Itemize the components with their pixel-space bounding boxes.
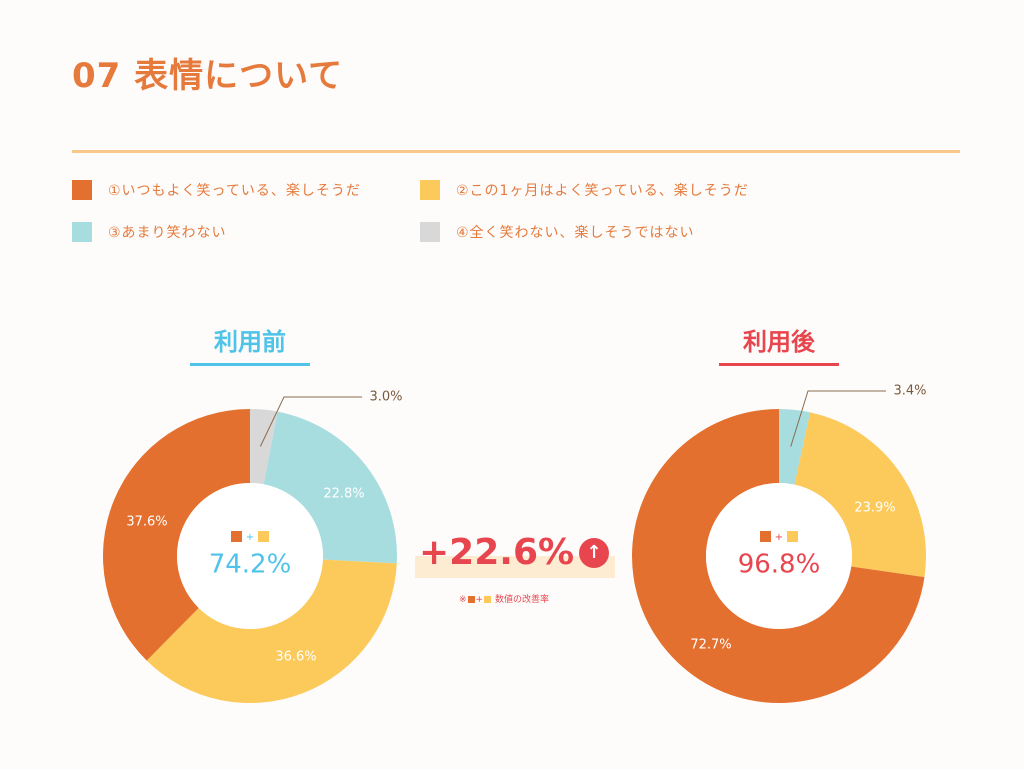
chart-title-text: 利用後 <box>743 328 815 356</box>
improvement-callout: +22.6% ↑ <box>415 532 615 580</box>
center-swatch-orange <box>231 531 242 542</box>
legend-item-4: ④全く笑わない、楽しそうではない <box>420 222 695 242</box>
donut-slice <box>263 411 397 564</box>
donut-slice <box>794 412 927 578</box>
callout-leader-line <box>259 396 362 447</box>
arrow-up-icon: ↑ <box>579 538 609 568</box>
center-swatch-yellow <box>258 531 269 542</box>
note-prefix: ※ <box>459 595 467 605</box>
donut-hole <box>706 483 852 629</box>
donut-before: 37.6% 36.6% 22.8% 3.0% +74.2% <box>102 390 403 704</box>
slice-value-label: 22.8% <box>323 487 364 502</box>
chart-title-text: 利用前 <box>214 328 286 356</box>
improvement-note: ※ + 数値の改善率 <box>459 592 549 605</box>
chart-title-underline <box>190 363 310 366</box>
improvement-value: +22.6% <box>419 532 575 573</box>
note-text: 数値の改善率 <box>494 595 549 605</box>
callout-leader-line <box>790 390 886 447</box>
legend-swatch-cyan <box>72 222 92 242</box>
center-swatch-orange <box>760 531 771 542</box>
donut-after: 72.7% 23.9% 3.4% +96.8% <box>632 384 927 703</box>
title-divider <box>72 150 960 153</box>
legend-item-1: ①いつもよく笑っている、楽しそうだ <box>72 180 361 200</box>
highlight-band <box>415 556 615 578</box>
legend-label: ④全く笑わない、楽しそうではない <box>456 225 695 241</box>
donut-hole <box>177 483 323 629</box>
legend-swatch-orange <box>72 180 92 200</box>
callout-value-label: 3.0% <box>369 390 402 405</box>
donut-slice <box>779 409 811 485</box>
donut-slice <box>102 409 250 661</box>
center-value: 74.2% <box>209 550 292 580</box>
chart-title-after: 利用後 <box>719 322 839 366</box>
slice-value-label: 23.9% <box>854 501 895 516</box>
chart-title-underline <box>719 363 839 366</box>
slice-value-label: 72.7% <box>690 638 731 653</box>
center-plus: + <box>775 532 783 543</box>
legend-item-3: ③あまり笑わない <box>72 222 227 242</box>
callout-value-label: 3.4% <box>893 384 926 399</box>
donut-slice <box>146 559 397 704</box>
note-plus: + <box>475 595 484 605</box>
center-plus: + <box>246 532 254 543</box>
center-value: 96.8% <box>738 550 821 580</box>
legend-swatch-gray <box>420 222 440 242</box>
legend-label: ①いつもよく笑っている、楽しそうだ <box>108 183 361 199</box>
slice-value-label: 36.6% <box>275 650 316 665</box>
note-swatch-yellow <box>484 596 492 603</box>
donut-slice <box>632 409 925 703</box>
legend-label: ②この1ヶ月はよく笑っている、楽しそうだ <box>456 183 749 199</box>
legend-item-2: ②この1ヶ月はよく笑っている、楽しそうだ <box>420 180 749 200</box>
legend-label: ③あまり笑わない <box>108 225 227 241</box>
center-swatch-yellow <box>787 531 798 542</box>
page-title: 07 表情について <box>72 56 344 96</box>
donut-slice <box>250 409 278 485</box>
legend-swatch-yellow <box>420 180 440 200</box>
chart-title-before: 利用前 <box>190 322 310 366</box>
slice-value-label: 37.6% <box>126 515 167 530</box>
note-swatch-orange <box>467 596 475 603</box>
